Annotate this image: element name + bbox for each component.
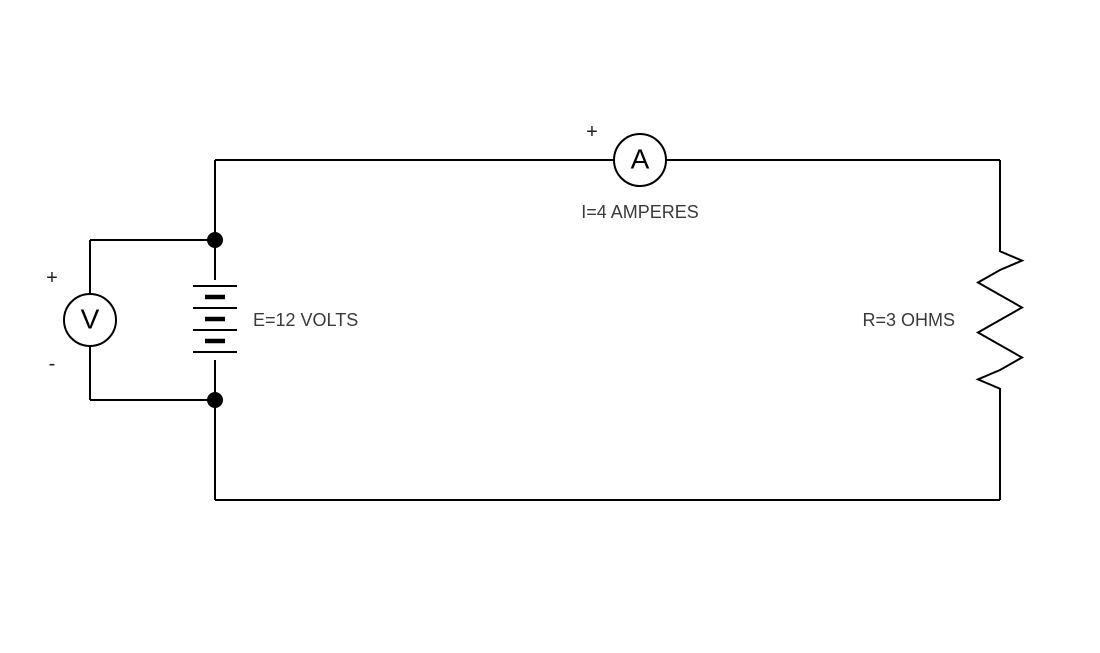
voltmeter-plus-sign: + (46, 267, 58, 289)
battery-label: E=12 VOLTS (253, 310, 358, 330)
ammeter-value-label: I=4 AMPERES (581, 202, 699, 222)
resistor (978, 245, 1022, 395)
circuit-diagram: A + I=4 AMPERES V + - E=12 VOLTS R=3 OHMS (0, 0, 1100, 653)
ammeter-letter: A (631, 143, 650, 174)
voltmeter-minus-sign: - (49, 353, 56, 375)
junction-node-bottom (207, 392, 223, 408)
junction-node-top (207, 232, 223, 248)
ammeter-plus-sign: + (586, 121, 598, 143)
voltmeter-letter: V (81, 303, 100, 334)
resistor-label: R=3 OHMS (862, 310, 955, 330)
